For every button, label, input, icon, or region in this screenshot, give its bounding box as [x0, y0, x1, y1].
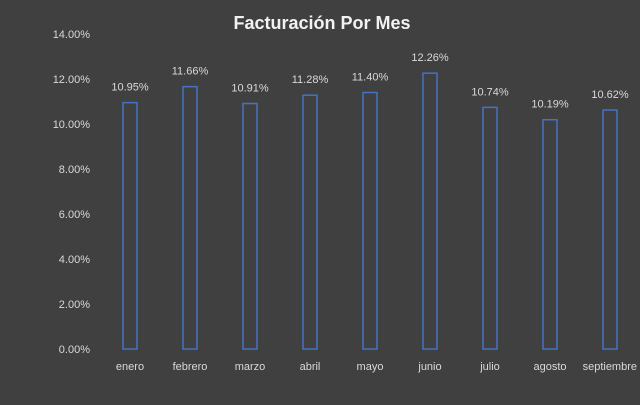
x-tick-label: marzo — [235, 361, 266, 373]
y-tick-label: 14.00% — [53, 29, 91, 41]
data-label: 11.40% — [352, 72, 389, 84]
data-labels: 10.95% 11.66% 10.91% 11.28% 11.40% 12.26% 10.7… — [111, 52, 629, 111]
bar-mayo — [362, 91, 378, 350]
bar-febrero — [182, 85, 198, 350]
x-tick-label: mayo — [357, 361, 384, 373]
y-tick-label: 0.00% — [59, 344, 90, 356]
x-axis: enero febrero marzo abril mayo junio julio agos… — [116, 361, 637, 373]
x-tick-label: julio — [479, 361, 500, 373]
x-tick-label: junio — [417, 361, 441, 373]
bar-abril — [302, 94, 318, 350]
y-tick-label: 12.00% — [53, 74, 91, 86]
bars — [122, 72, 618, 350]
data-label: 10.19% — [531, 99, 569, 111]
y-tick-label: 8.00% — [59, 164, 90, 176]
x-tick-label: abril — [300, 361, 321, 373]
x-tick-label: enero — [116, 361, 144, 373]
data-label: 11.66% — [172, 66, 209, 78]
bar-julio — [482, 106, 498, 350]
x-tick-label: agosto — [533, 361, 566, 373]
data-label: 11.28% — [292, 74, 329, 86]
data-label: 10.95% — [111, 82, 149, 94]
y-axis: 0.00% 2.00% 4.00% 6.00% 8.00% 10.00% 12.00% 14.… — [53, 29, 91, 356]
data-label: 10.74% — [471, 86, 509, 98]
bar-junio — [422, 72, 438, 350]
y-tick-label: 4.00% — [59, 254, 90, 266]
chart-title: Facturación Por Mes — [233, 13, 410, 33]
x-tick-label: septiembre — [583, 361, 637, 373]
y-tick-label: 6.00% — [59, 209, 90, 221]
y-tick-label: 10.00% — [53, 119, 91, 131]
y-tick-label: 2.00% — [59, 299, 90, 311]
bar-enero — [122, 101, 138, 350]
data-label: 12.26% — [411, 52, 449, 64]
bar-marzo — [242, 102, 258, 350]
bar-septiembre — [602, 109, 618, 350]
data-label: 10.91% — [231, 83, 269, 95]
bar-agosto — [542, 118, 558, 350]
data-label: 10.62% — [591, 89, 629, 101]
x-tick-label: febrero — [173, 361, 208, 373]
